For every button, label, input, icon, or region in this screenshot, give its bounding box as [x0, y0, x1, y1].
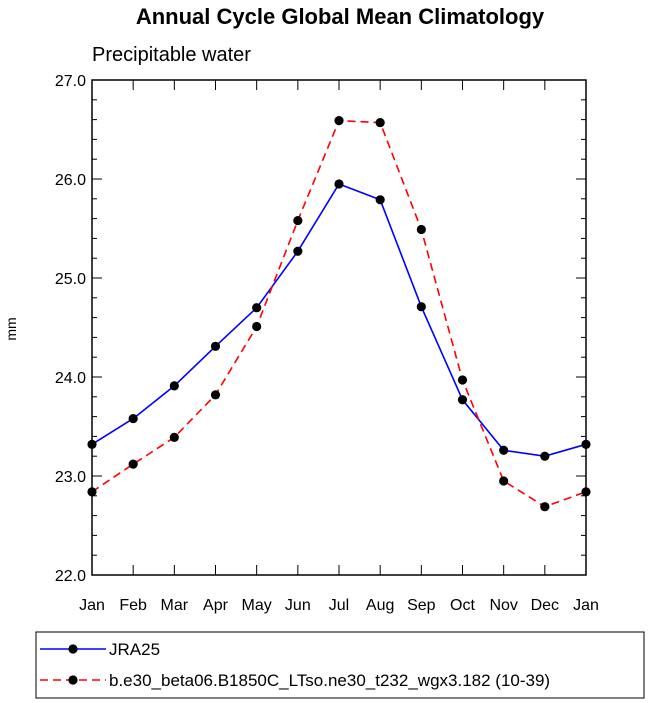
series-2-point: [416, 224, 426, 235]
series-1-point: [416, 302, 426, 312]
y-tick-label: 25.0: [55, 271, 86, 288]
series-1-point: [128, 413, 138, 424]
series-1-point: [334, 179, 344, 189]
series-1-point: [499, 445, 509, 455]
legend-label-1: JRA25: [109, 640, 160, 659]
series-2-point: [457, 375, 468, 385]
series-1-point: [252, 303, 262, 313]
series-2-point: [375, 117, 385, 128]
series-2-point: [169, 432, 179, 442]
legend-box: [35, 631, 645, 699]
y-tick-label: 23.0: [55, 469, 86, 486]
x-tick-label: Jan: [79, 597, 105, 614]
series-layer: [87, 115, 591, 512]
legend-marker-2: [68, 675, 78, 685]
chart-subtitle: Precipitable water: [92, 44, 251, 66]
series-1-point: [540, 451, 550, 461]
x-tick-label: Sep: [407, 597, 436, 614]
series-1-point: [375, 195, 385, 205]
series-2-point: [499, 476, 509, 486]
x-tick-label: Nov: [489, 597, 517, 614]
series-1-point: [169, 381, 179, 391]
x-tick-labels: Jan Feb Mar Apr May Jun Jul Aug Sep Oct Nov Dec Jan: [79, 597, 599, 614]
series-2-point: [252, 321, 262, 332]
series-1-point: [457, 395, 468, 405]
series-2-point: [210, 390, 221, 400]
x-tick-label: Jul: [329, 597, 349, 614]
x-tick-label: Jan: [573, 597, 599, 614]
x-tick-label: Jun: [285, 597, 311, 614]
series-2-point: [334, 115, 344, 126]
x-tick-label: Dec: [531, 597, 559, 614]
series-1-point: [293, 246, 303, 256]
y-tick-label: 27.0: [55, 73, 86, 90]
series-line-1: [91, 183, 587, 458]
chart-title: Annual Cycle Global Mean Climatology: [136, 4, 545, 29]
x-tick-label: Mar: [161, 597, 189, 614]
y-tick-labels: 22.0 23.0 24.0 25.0 26.0 27.0: [55, 73, 86, 585]
x-tick-label: Feb: [119, 597, 147, 614]
y-tick-label: 22.0: [55, 568, 86, 585]
x-tick-label: Oct: [450, 597, 475, 614]
series-1-point: [210, 341, 221, 351]
x-tick-label: Aug: [366, 597, 394, 614]
series-2-point: [128, 459, 138, 469]
series-2-point: [540, 502, 550, 512]
x-tick-label: Apr: [203, 597, 229, 614]
y-axis-label: mm: [3, 317, 19, 340]
axis-ticks: [91, 79, 587, 576]
plot-area-frame: [91, 79, 587, 576]
legend-label-2: b.e30_beta06.B1850C_LTso.ne30_t232_wgx3.…: [109, 671, 550, 690]
y-tick-label: 26.0: [55, 172, 86, 189]
legend-marker-1: [68, 644, 78, 654]
legend: JRA25 b.e30_beta06.B1850C_LTso.ne30_t232_…: [40, 640, 550, 690]
series-line-2: [91, 119, 587, 508]
series-2-point: [293, 215, 303, 226]
y-tick-label: 24.0: [55, 370, 86, 387]
x-tick-label: May: [242, 597, 272, 614]
